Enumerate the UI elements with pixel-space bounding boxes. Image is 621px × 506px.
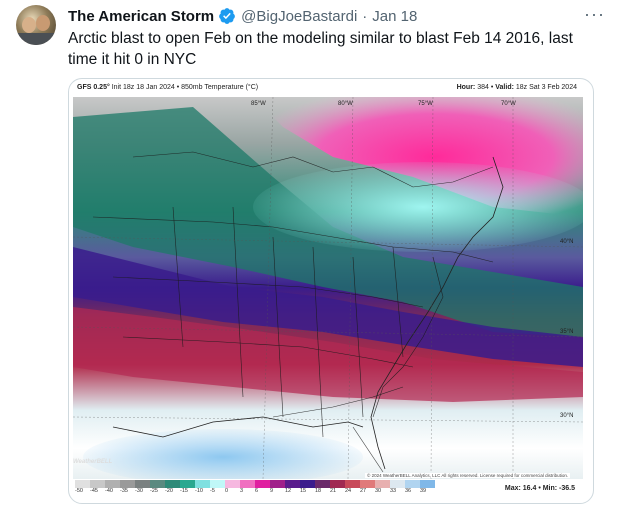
lon-labels: 85°W 80°W 75°W 70°W bbox=[251, 101, 516, 107]
colorbar-tick-label: -35 bbox=[120, 488, 128, 494]
warm-band-south bbox=[73, 307, 583, 402]
colorbar-swatch bbox=[405, 480, 420, 488]
coastline bbox=[112, 156, 504, 470]
colorbar-swatch bbox=[240, 480, 255, 488]
colorbar-tick-label: 3 bbox=[240, 488, 244, 494]
colorbar-swatch bbox=[420, 480, 435, 488]
colorbar-swatch bbox=[390, 480, 405, 488]
purple-band bbox=[73, 247, 583, 367]
colorbar-tick-label: 9 bbox=[270, 488, 274, 494]
colorbar-swatch bbox=[255, 480, 270, 488]
max-min-readout: Max: 16.4 • Min: -36.5 bbox=[504, 485, 575, 492]
avatar-person-left bbox=[22, 17, 36, 33]
lat-label-35: 35°N bbox=[560, 329, 573, 335]
colorbar-swatch bbox=[330, 480, 345, 488]
colorbar-tick-label: 12 bbox=[285, 488, 292, 494]
colorbar-swatch bbox=[135, 480, 150, 488]
avatar[interactable] bbox=[16, 5, 56, 45]
map-header-left: GFS 0.25° Init 18z 18 Jan 2024 • 850mb T… bbox=[77, 84, 258, 91]
tweet-text: Arctic blast to open Feb on the modeling… bbox=[68, 30, 573, 68]
colorbar-tick-label: 24 bbox=[345, 488, 352, 494]
tweet-media-image[interactable]: GFS 0.25° Init 18z 18 Jan 2024 • 850mb T… bbox=[68, 78, 594, 504]
avatar-person-right bbox=[36, 15, 50, 31]
cyan-region-east bbox=[253, 162, 583, 252]
verified-badge-icon bbox=[219, 8, 236, 24]
lat-label-40: 40°N bbox=[560, 239, 573, 245]
valid-label: Valid: bbox=[495, 84, 514, 91]
separator-dot: · bbox=[362, 7, 368, 25]
colorbar-tick-label: 6 bbox=[255, 488, 259, 494]
colorbar-swatch bbox=[375, 480, 390, 488]
temperature-colorbar bbox=[75, 480, 435, 488]
colorbar-tick-label: -45 bbox=[90, 488, 98, 494]
lon-label-85: 85°W bbox=[251, 101, 266, 107]
map-header-right: Hour: 384 • Valid: 18z Sat 3 Feb 2024 bbox=[456, 84, 577, 91]
colorbar-tick-label: -40 bbox=[105, 488, 113, 494]
colorbar-tick-label: 27 bbox=[360, 488, 367, 494]
model-label: GFS 0.25° bbox=[77, 84, 110, 91]
copyright-notice: © 2024 WeatherBELL Analytics, LLC All ri… bbox=[365, 473, 571, 478]
colorbar-swatch bbox=[315, 480, 330, 488]
avatar-shirt bbox=[16, 33, 56, 45]
lon-label-80: 80°W bbox=[338, 101, 353, 107]
colorbar-swatch bbox=[285, 480, 300, 488]
colorbar-tick-label: -20 bbox=[165, 488, 173, 494]
colorbar-tick-label: -30 bbox=[135, 488, 143, 494]
colorbar-tick-label: 21 bbox=[330, 488, 337, 494]
colorbar-swatch bbox=[90, 480, 105, 488]
colorbar-swatch bbox=[165, 480, 180, 488]
weatherbell-watermark: WeatherBELL bbox=[73, 459, 113, 465]
colorbar-swatch bbox=[195, 480, 210, 488]
lon-label-70: 70°W bbox=[501, 101, 516, 107]
hour-label: Hour: bbox=[456, 84, 476, 91]
colorbar-tick-label: 18 bbox=[315, 488, 322, 494]
colorbar-tick-label: 15 bbox=[300, 488, 307, 494]
colorbar-tick-label: -5 bbox=[210, 488, 215, 494]
more-options-button[interactable]: ··· bbox=[584, 4, 605, 24]
author-name[interactable]: The American Storm bbox=[68, 7, 215, 25]
colorbar-tick-label: 0 bbox=[225, 488, 229, 494]
colorbar-swatch bbox=[270, 480, 285, 488]
colorbar-tick-label: -25 bbox=[150, 488, 158, 494]
colorbar-tick-label: -50 bbox=[75, 488, 83, 494]
colorbar-swatch bbox=[180, 480, 195, 488]
lat-labels: 40°N 35°N 30°N bbox=[560, 239, 573, 419]
colorbar-swatch bbox=[150, 480, 165, 488]
state-borders bbox=[92, 151, 494, 473]
gulf-blue bbox=[83, 429, 363, 479]
map-header: GFS 0.25° Init 18z 18 Jan 2024 • 850mb T… bbox=[69, 79, 593, 93]
colorbar-tick-label: -10 bbox=[195, 488, 203, 494]
init-label: Init 18z 18 Jan 2024 • 850mb Temperature… bbox=[111, 84, 259, 91]
lat-label-30: 30°N bbox=[560, 413, 573, 419]
lon-label-75: 75°W bbox=[418, 101, 433, 107]
cold-band-northwest bbox=[73, 107, 583, 337]
colorbar-ticks: -50 -45 -40 -35 -30 -25 -20 -15 -10 -5 0 3 6 9 12 15 18 2… bbox=[75, 488, 435, 494]
colorbar-swatch bbox=[210, 480, 225, 488]
colorbar-swatch bbox=[300, 480, 315, 488]
temperature-map: 40°N 35°N 30°N 85°W 80°W 75°W 70°W bbox=[73, 97, 583, 479]
hour-value: 384 bbox=[477, 84, 489, 91]
colorbar-swatch bbox=[105, 480, 120, 488]
colorbar-tick-label: 33 bbox=[390, 488, 397, 494]
colorbar-swatch bbox=[345, 480, 360, 488]
author-handle[interactable]: @BigJoeBastardi bbox=[241, 7, 358, 25]
colorbar-tick-label: 30 bbox=[375, 488, 382, 494]
colorbar-tick-label: -15 bbox=[180, 488, 188, 494]
valid-value: 18z Sat 3 Feb 2024 bbox=[515, 84, 577, 91]
colorbar-tick-label: 39 bbox=[420, 488, 427, 494]
colorbar-swatch bbox=[120, 480, 135, 488]
colorbar-swatch bbox=[225, 480, 240, 488]
colorbar-swatch bbox=[75, 480, 90, 488]
tweet-header: The American Storm @BigJoeBastardi · Jan… bbox=[68, 6, 417, 26]
tweet-date[interactable]: Jan 18 bbox=[372, 7, 418, 25]
colorbar-tick-label: 36 bbox=[405, 488, 412, 494]
colorbar-swatch bbox=[360, 480, 375, 488]
lat-lon-grid bbox=[73, 97, 583, 479]
